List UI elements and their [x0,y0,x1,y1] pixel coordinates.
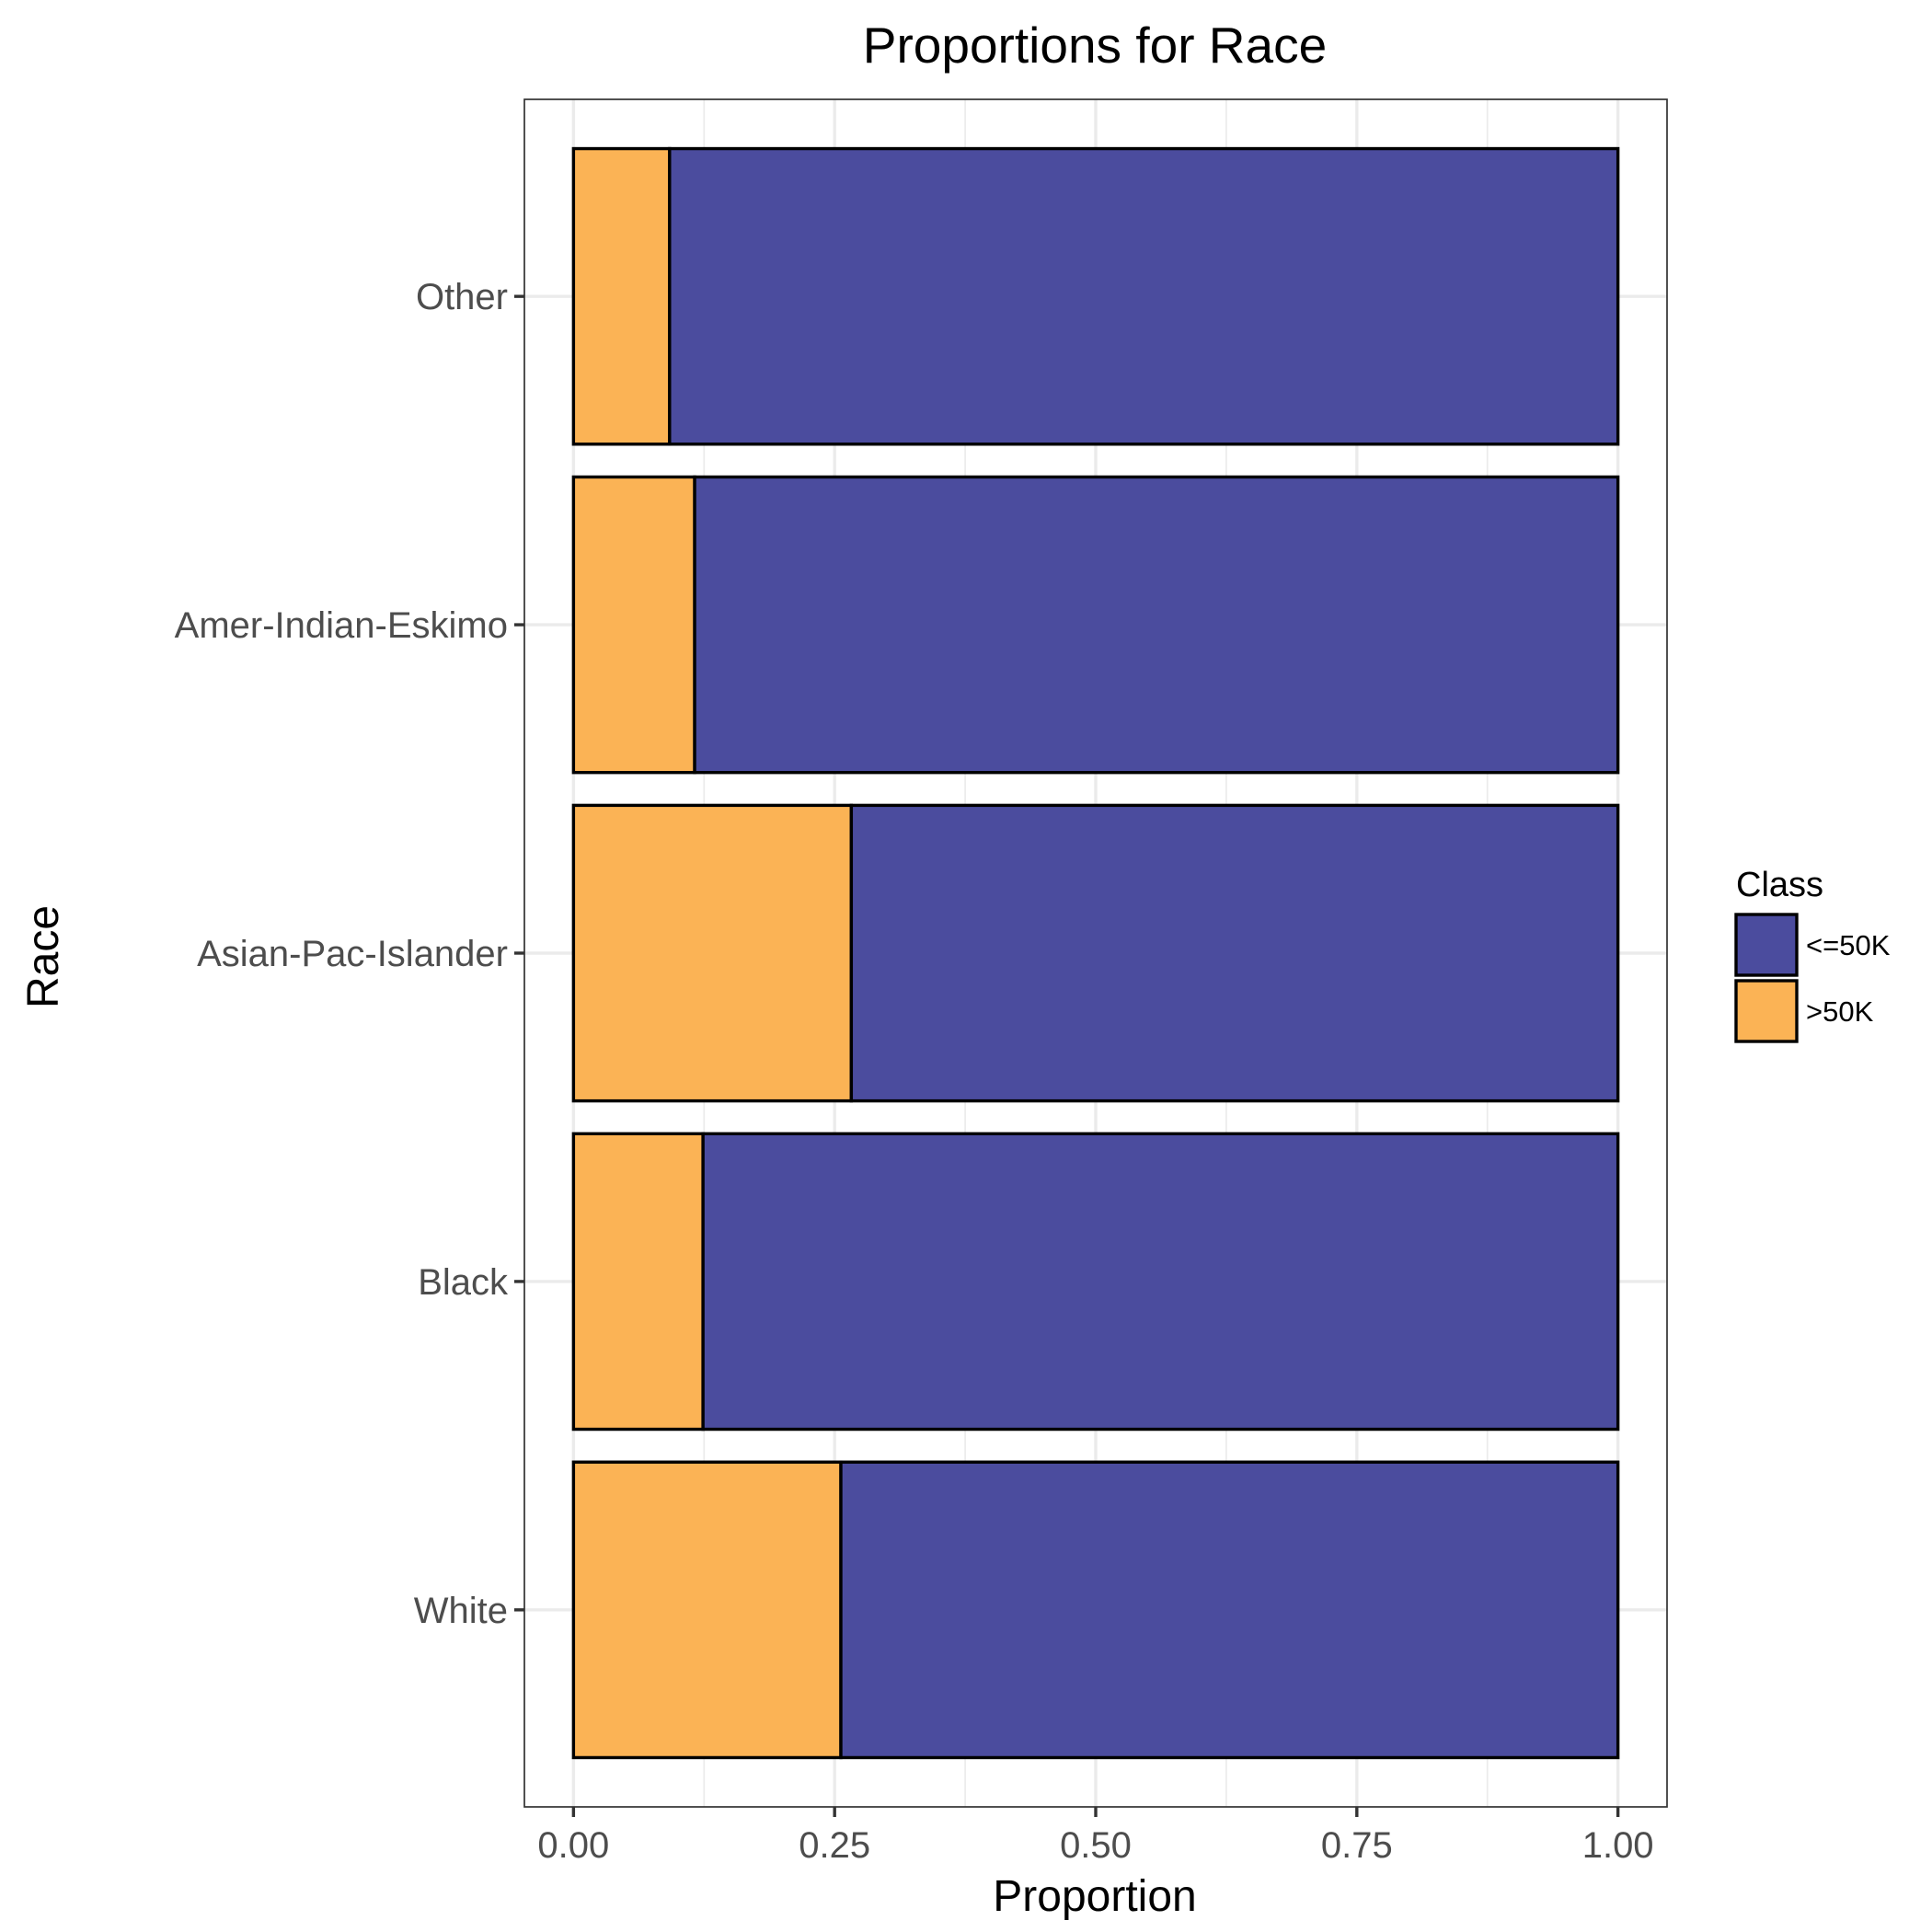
y-tick-label: Amer-Indian-Eskimo [175,605,508,646]
legend-key [1734,979,1799,1043]
x-tick-label: 0.50 [1060,1825,1132,1866]
plot-area: White Black Asian-Pac-Islander Amer-Indian-… [175,98,1668,1866]
y-axis-title: Race [19,905,68,1008]
legend: Class <=50K >50K [1734,866,1891,1043]
legend-label: <=50K [1806,929,1891,961]
bar-le-50k [693,475,1620,775]
bar-gt-50k [571,803,854,1103]
x-tick-label: 0.75 [1321,1825,1393,1866]
legend-label: >50K [1806,995,1874,1028]
x-axis-title: Proportion [993,1872,1196,1921]
legend-key [1734,913,1799,977]
y-tick-label: Black [418,1262,509,1303]
bar-le-50k [668,146,1620,446]
bar-gt-50k [571,1460,843,1760]
bar-gt-50k [571,475,696,775]
y-tick-label: Asian-Pac-Islander [197,934,508,974]
bar-gt-50k [571,146,672,446]
x-tick-label: 0.00 [537,1825,609,1866]
bar-le-50k [839,1460,1620,1760]
x-tick-label: 0.25 [799,1825,870,1866]
chart-title: Proportions for Race [863,17,1327,74]
legend-title: Class [1736,866,1823,904]
bar-le-50k [849,803,1620,1103]
y-tick-label: Other [416,277,508,317]
x-tick-label: 1.00 [1582,1825,1654,1866]
y-tick-label: White [414,1591,508,1631]
bar-le-50k [701,1132,1620,1432]
bar-gt-50k [571,1132,705,1432]
